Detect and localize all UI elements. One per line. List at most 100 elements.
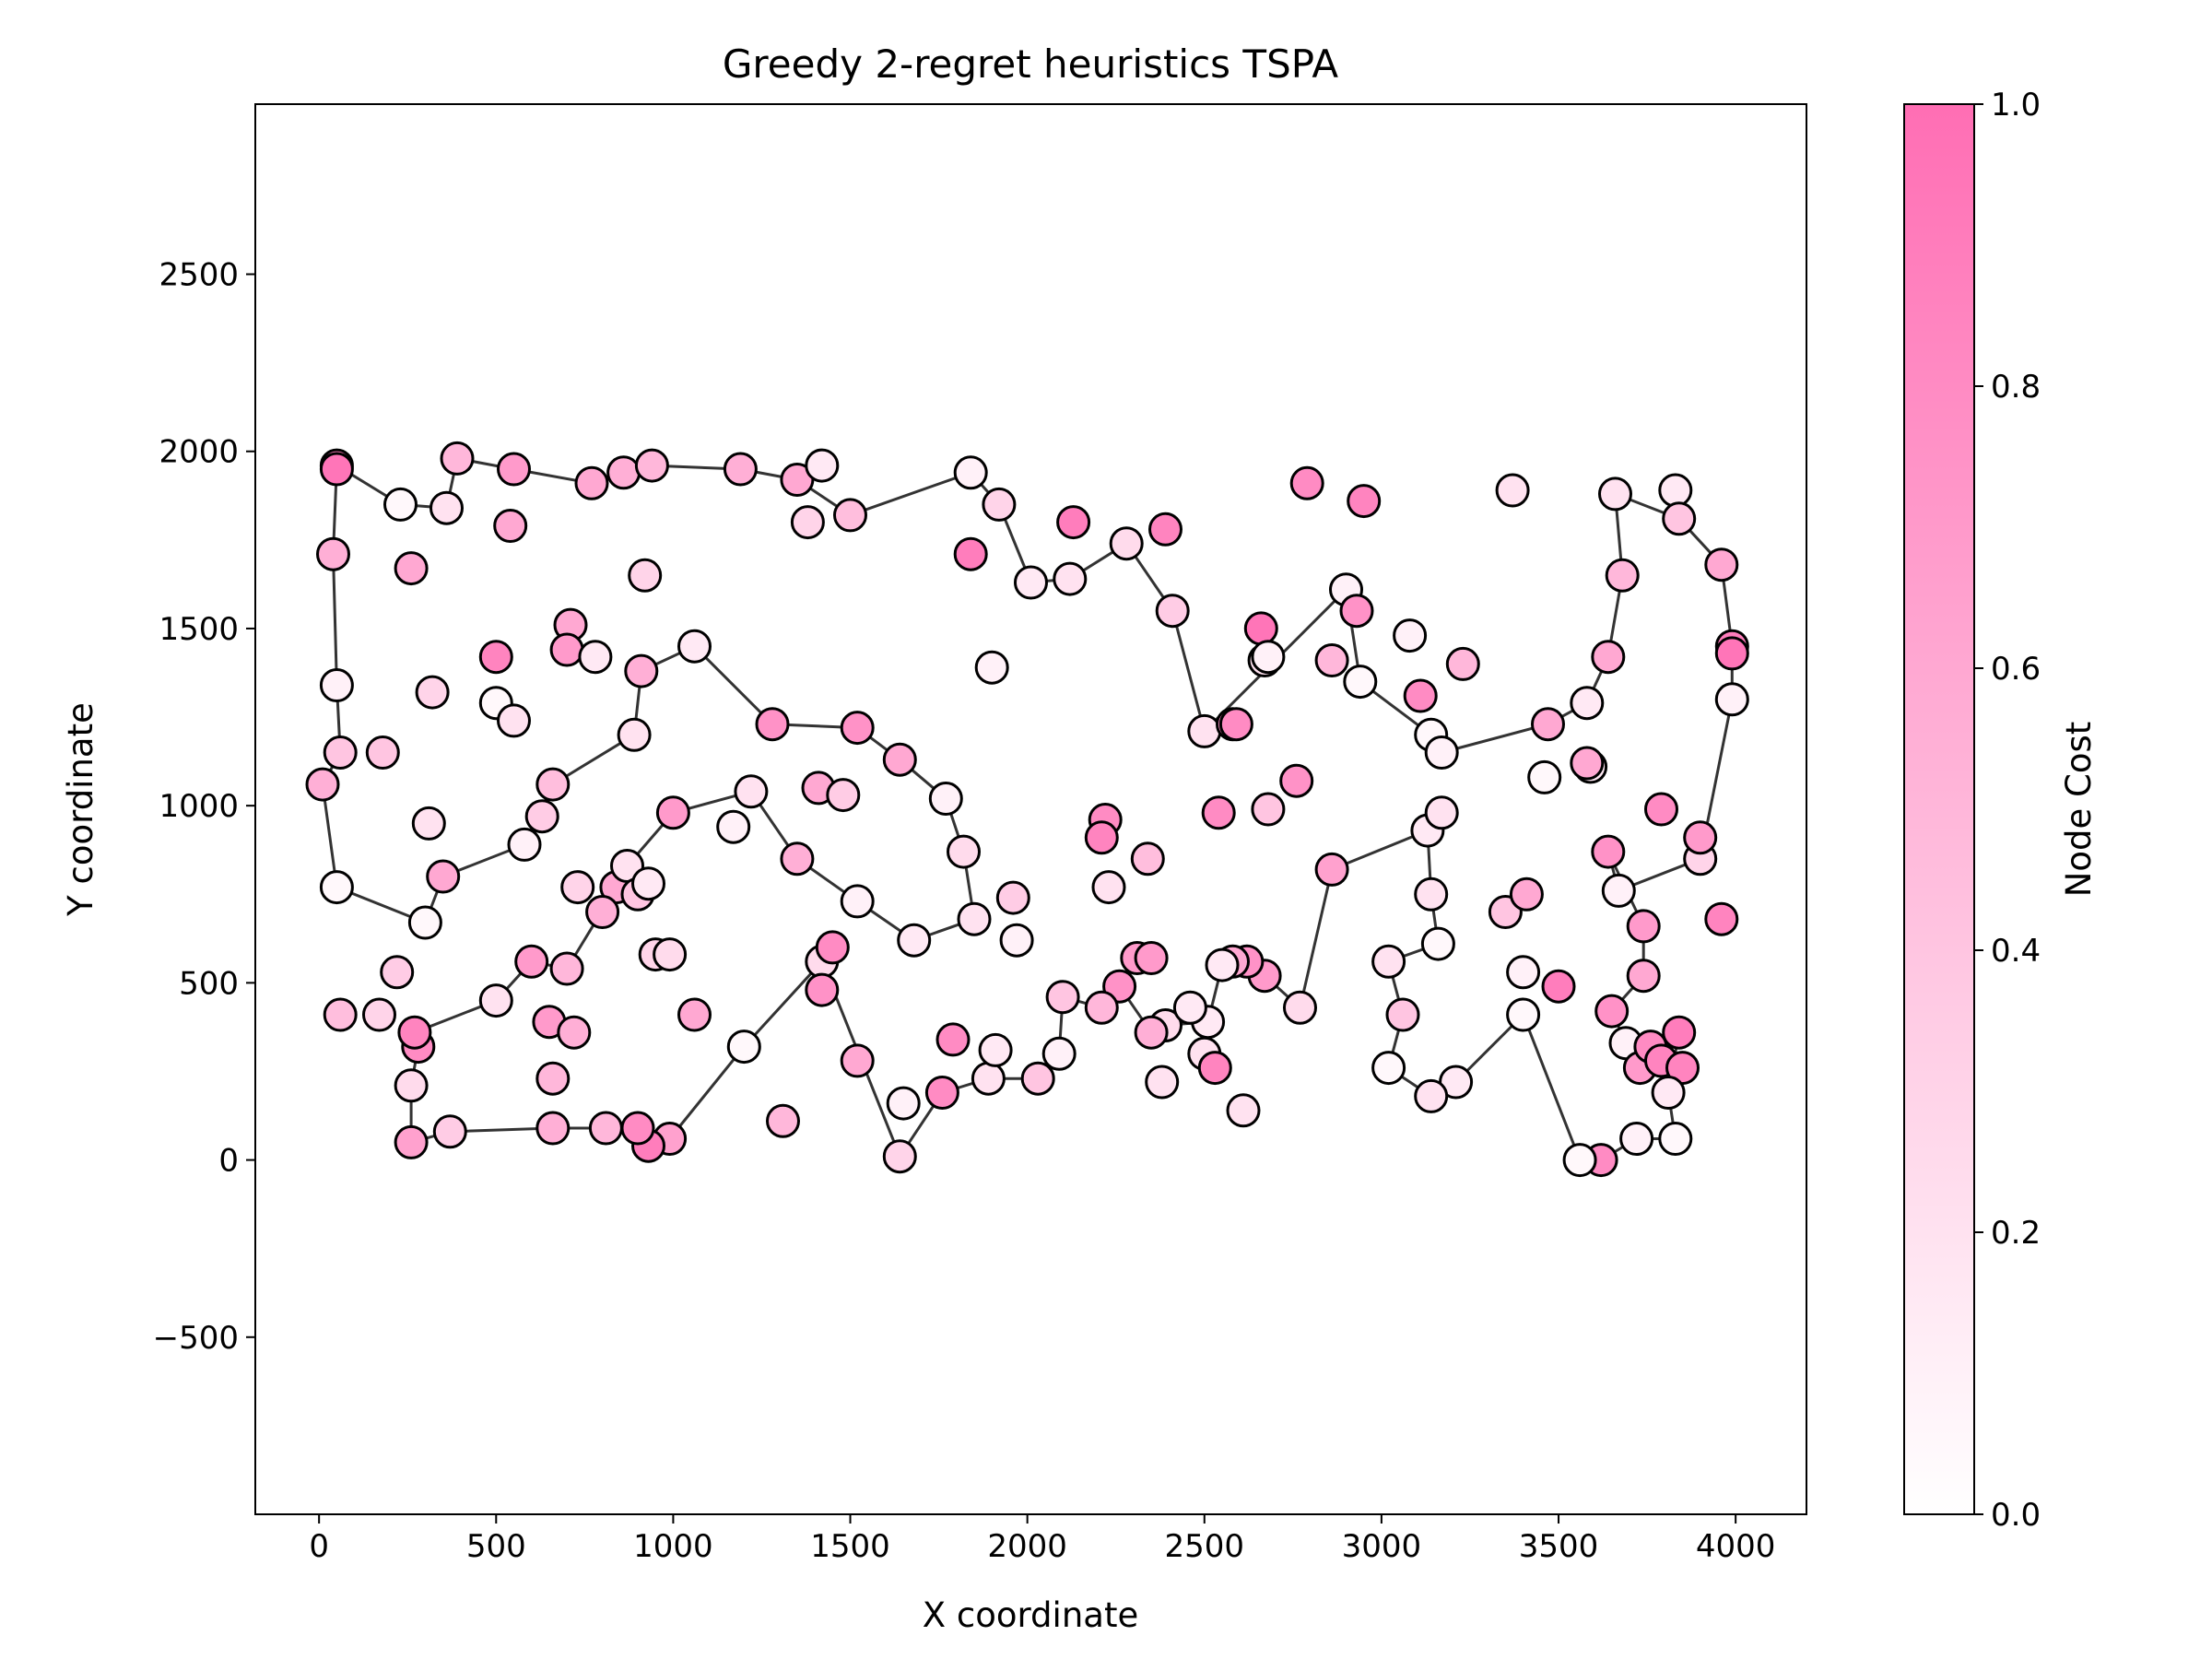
x-axis: 0 500 1000 1500 2000 2500 3000 3500 4000 <box>309 1514 1775 1565</box>
y-tick-label: −500 <box>153 1320 239 1357</box>
node-point <box>1014 565 1048 600</box>
node-point <box>1134 941 1169 975</box>
node-point <box>957 901 992 936</box>
node-point <box>978 1032 1013 1067</box>
node-point <box>323 997 358 1032</box>
node-point <box>1658 1122 1693 1156</box>
node-point <box>316 536 350 571</box>
node-point <box>928 782 963 816</box>
node-point <box>999 923 1034 958</box>
x-tick-label: 3000 <box>1342 1528 1422 1565</box>
node-point <box>549 951 584 986</box>
node-point <box>1445 646 1480 681</box>
node-point <box>383 487 418 522</box>
x-axis-title: X coordinate <box>923 1595 1138 1635</box>
node-point <box>1084 820 1119 855</box>
node-point <box>1541 969 1576 1004</box>
node-point <box>995 880 1030 915</box>
node-point <box>840 1043 875 1078</box>
node-point <box>1393 618 1428 653</box>
node-point <box>478 640 513 675</box>
node-point <box>882 742 917 777</box>
node-point <box>1527 759 1562 794</box>
node-point <box>578 640 613 675</box>
node-point <box>1570 686 1605 721</box>
node-point <box>1056 505 1091 540</box>
node-point <box>1283 990 1317 1025</box>
node-point <box>497 703 531 738</box>
colorbar-tick-label: 0.0 <box>1991 1497 2041 1534</box>
y-tick-label: 500 <box>179 965 239 1002</box>
node-point <box>1509 877 1544 912</box>
node-point <box>953 536 988 571</box>
node-point <box>1343 665 1378 700</box>
x-tick-label: 4000 <box>1696 1528 1776 1565</box>
node-point <box>766 1103 800 1138</box>
node-point <box>1619 1122 1654 1156</box>
x-tick-label: 3500 <box>1519 1528 1599 1565</box>
node-point <box>319 452 354 487</box>
node-point <box>971 1061 1006 1096</box>
node-point <box>734 774 769 809</box>
node-point <box>1626 959 1661 994</box>
node-point <box>362 997 396 1032</box>
node-point <box>585 895 620 929</box>
plot-area <box>305 441 1749 1178</box>
node-point <box>653 937 688 972</box>
node-point <box>1226 1093 1261 1128</box>
node-point <box>655 795 690 830</box>
nodes-layer <box>305 441 1749 1178</box>
node-point <box>1658 473 1693 508</box>
node-point <box>805 448 840 483</box>
node-point <box>557 1015 592 1050</box>
node-point <box>1626 909 1661 944</box>
node-point <box>755 707 790 742</box>
node-point <box>780 841 815 877</box>
node-point <box>1714 636 1749 671</box>
node-point <box>840 711 875 746</box>
node-point <box>1201 795 1236 830</box>
node-point <box>677 997 712 1032</box>
node-point <box>886 1086 921 1121</box>
node-point <box>1279 763 1314 798</box>
node-point <box>882 1139 917 1174</box>
node-point <box>323 735 358 770</box>
node-point <box>1134 1015 1169 1050</box>
node-point <box>631 866 665 901</box>
node-point <box>826 778 861 813</box>
node-point <box>1371 1051 1406 1086</box>
node-point <box>394 551 429 586</box>
node-point <box>1704 547 1739 582</box>
node-point <box>1644 792 1678 827</box>
node-point <box>588 1111 623 1146</box>
node-point <box>677 629 712 664</box>
node-point <box>411 806 446 841</box>
node-point <box>407 905 442 940</box>
y-tick-label: 1000 <box>159 788 239 825</box>
node-point <box>1414 1078 1449 1113</box>
node-point <box>1339 594 1374 629</box>
node-point <box>426 859 461 894</box>
node-point <box>1041 1036 1077 1071</box>
colorbar-tick-label: 1.0 <box>1991 87 2041 124</box>
chart-title: Greedy 2-regret heuristics TSPA <box>723 41 1338 87</box>
node-point <box>1662 1015 1697 1050</box>
node-point <box>815 930 850 965</box>
node-point <box>380 955 415 990</box>
node-point <box>1714 682 1749 717</box>
node-point <box>840 884 875 919</box>
y-axis: −500 0 500 1000 1500 2000 2500 <box>153 257 255 1357</box>
node-point <box>634 448 669 483</box>
node-point <box>726 1030 761 1065</box>
node-point <box>1594 994 1630 1029</box>
colorbar-tick-label: 0.6 <box>1991 651 2041 688</box>
node-point <box>1598 477 1632 512</box>
node-point <box>1251 640 1286 675</box>
colorbar: 0.0 0.2 0.4 0.6 0.8 1.0 Node Cost <box>1903 87 2099 1534</box>
node-point <box>982 487 1017 522</box>
node-point <box>947 834 981 869</box>
x-tick-label: 1500 <box>810 1528 890 1565</box>
node-point <box>716 809 751 844</box>
node-point <box>1091 870 1126 905</box>
node-point <box>606 455 641 490</box>
